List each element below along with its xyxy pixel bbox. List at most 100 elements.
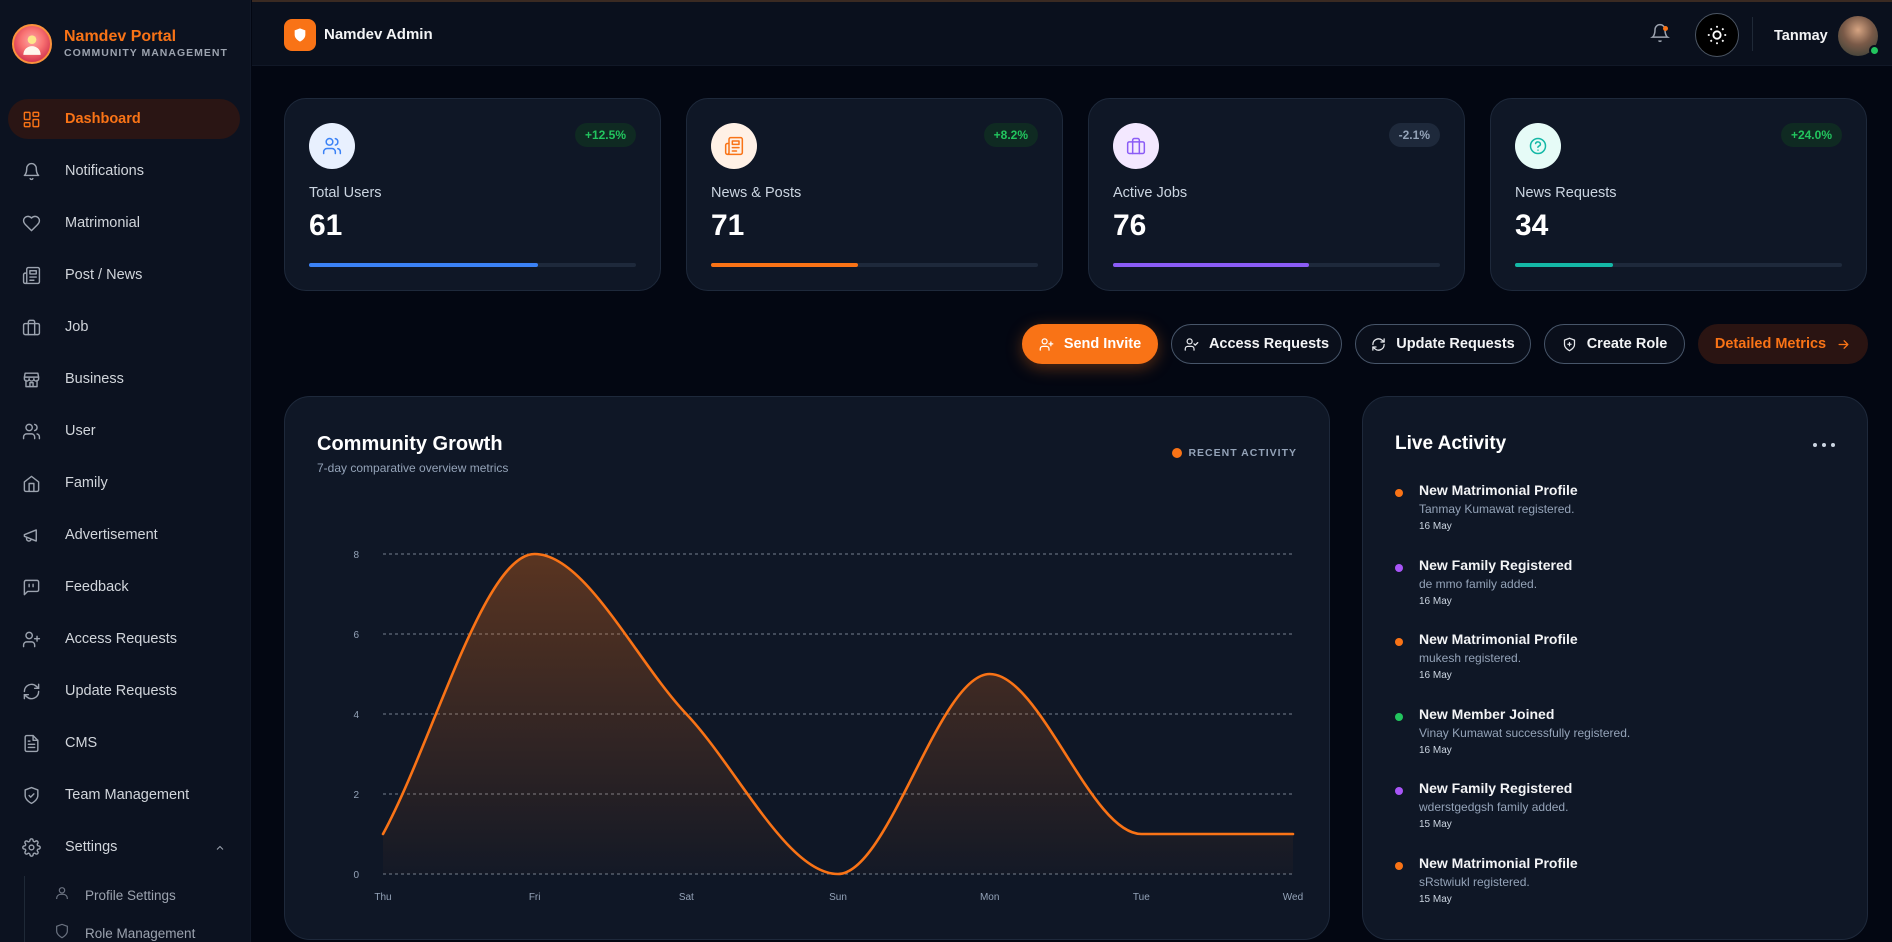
sidebar-item-matrimonial[interactable]: Matrimonial	[8, 203, 240, 243]
community-growth-panel: Community Growth 7-day comparative overv…	[284, 396, 1330, 940]
refresh-icon	[21, 681, 41, 701]
growth-chart: 0 2 4 6 8 Thu Fri Sat Sun Mon Tue Wed	[353, 550, 1303, 903]
file-text-icon	[21, 733, 41, 753]
bell-icon	[1650, 23, 1670, 43]
help-circle-icon	[1515, 123, 1561, 169]
notifications-bell-button[interactable]	[1650, 23, 1674, 47]
sidebar-item-feedback[interactable]: Feedback	[8, 567, 240, 607]
create-role-label: Create Role	[1586, 336, 1668, 352]
settings-subnav: Profile Settings Role Management	[24, 876, 244, 942]
progress-track	[1515, 263, 1842, 267]
sidebar-item-label: CMS	[65, 735, 98, 751]
activity-title-text: New Family Registered	[1419, 780, 1573, 796]
detailed-metrics-button[interactable]: Detailed Metrics	[1698, 324, 1868, 364]
activity-time: 15 May	[1419, 893, 1452, 905]
stat-card-total-users[interactable]: +12.5% Total Users 61	[284, 98, 661, 291]
newspaper-icon	[21, 265, 41, 285]
sidebar: Namdev Portal COMMUNITY MANAGEMENT Dashb…	[0, 0, 251, 942]
theme-toggle-button[interactable]	[1695, 13, 1739, 57]
activity-description: mukesh registered.	[1419, 651, 1522, 665]
sun-icon	[1707, 25, 1727, 45]
sidebar-item-label: Feedback	[65, 579, 129, 595]
megaphone-icon	[21, 525, 41, 545]
activity-item[interactable]: New Family Registered wderstgedgsh famil…	[1395, 779, 1835, 854]
sidebar-item-post-news[interactable]: Post / News	[8, 255, 240, 295]
series-line	[381, 552, 1295, 876]
stat-card-news-posts[interactable]: +8.2% News & Posts 71	[686, 98, 1063, 291]
activity-description: Tanmay Kumawat registered.	[1419, 502, 1575, 516]
stat-value: 34	[1515, 209, 1549, 242]
x-tick-label: Sun	[829, 892, 847, 903]
user-name[interactable]: Tanmay	[1774, 28, 1828, 44]
briefcase-icon	[1113, 123, 1159, 169]
progress-track	[1113, 263, 1440, 267]
stat-card-news-requests[interactable]: +24.0% News Requests 34	[1490, 98, 1867, 291]
update-requests-button[interactable]: Update Requests	[1355, 324, 1531, 364]
sidebar-item-job[interactable]: Job	[8, 307, 240, 347]
activity-description: wderstgedgsh family added.	[1419, 800, 1569, 814]
activity-item[interactable]: New Family Registered de mmo family adde…	[1395, 556, 1835, 631]
sidebar-item-update-requests[interactable]: Update Requests	[8, 671, 240, 711]
send-invite-button[interactable]: Send Invite	[1022, 324, 1158, 364]
activity-description: de mmo family added.	[1419, 576, 1538, 591]
legend-dot	[1172, 448, 1183, 458]
notification-dot	[1663, 26, 1668, 31]
activity-time: 16 May	[1419, 744, 1452, 756]
progress-fill	[1113, 263, 1310, 267]
user-check-icon	[1184, 337, 1199, 351]
sidebar-item-advertisement[interactable]: Advertisement	[8, 515, 240, 555]
activity-item[interactable]: New Matrimonial Profile mukesh registere…	[1395, 630, 1835, 705]
activity-title-text: New Matrimonial Profile	[1419, 631, 1578, 647]
online-status-dot	[1869, 45, 1880, 56]
stat-card-active-jobs[interactable]: -2.1% Active Jobs 76	[1088, 98, 1465, 291]
sidebar-item-notifications[interactable]: Notifications	[8, 151, 240, 191]
top-header: Namdev Admin Tanmay	[252, 0, 1892, 66]
progress-fill	[711, 263, 859, 267]
dashboard-icon	[21, 109, 41, 129]
activity-dot	[1395, 787, 1403, 795]
x-tick-label: Thu	[374, 892, 391, 903]
sidebar-item-label: Settings	[65, 839, 118, 855]
sidebar-item-label: Post / News	[65, 267, 143, 283]
access-requests-button[interactable]: Access Requests	[1171, 324, 1342, 364]
trend-badge: -2.1%	[1388, 123, 1440, 147]
brand[interactable]: Namdev Portal COMMUNITY MANAGEMENT	[12, 24, 228, 64]
sidebar-subitem-profile-settings[interactable]: Profile Settings	[25, 876, 244, 914]
header-divider	[1752, 17, 1753, 51]
sidebar-item-label: User	[65, 423, 96, 439]
avatar[interactable]	[1838, 16, 1880, 56]
sidebar-item-user[interactable]: User	[8, 411, 240, 451]
sidebar-item-team-management[interactable]: Team Management	[8, 775, 240, 815]
activity-item[interactable]: New Matrimonial Profile Tanmay Kumawat r…	[1395, 481, 1835, 556]
brand-subtitle: COMMUNITY MANAGEMENT	[64, 47, 228, 59]
y-tick-label: 4	[353, 710, 359, 721]
user-plus-icon	[1039, 337, 1054, 351]
sidebar-item-dashboard[interactable]: Dashboard	[8, 99, 240, 139]
create-role-button[interactable]: Create Role	[1544, 324, 1685, 364]
sidebar-item-access-requests[interactable]: Access Requests	[8, 619, 240, 659]
chart-subtitle: 7-day comparative overview metrics	[317, 461, 509, 475]
sidebar-item-settings[interactable]: Settings	[8, 827, 240, 867]
sidebar-item-business[interactable]: Business	[8, 359, 240, 399]
activity-item[interactable]: New Member Joined Vinay Kumawat successf…	[1395, 705, 1835, 780]
bell-icon	[21, 161, 41, 181]
progress-track	[711, 263, 1038, 267]
sidebar-subitem-role-management[interactable]: Role Management	[25, 914, 244, 942]
user-plus-icon	[21, 629, 41, 649]
activity-title-text: New Family Registered	[1419, 556, 1573, 573]
home-icon	[21, 473, 41, 493]
stat-label: News & Posts	[711, 185, 802, 201]
stat-value: 71	[711, 209, 745, 242]
more-options-button[interactable]	[1813, 437, 1835, 453]
shield-check-icon	[21, 785, 41, 805]
activity-time: 16 May	[1419, 521, 1452, 532]
activity-item[interactable]: New Matrimonial Profile sRstwiukl regist…	[1395, 854, 1835, 929]
live-activity-panel: Live Activity New Matrimonial Profile Ta…	[1362, 396, 1868, 940]
heart-icon	[21, 213, 41, 233]
legend-label: RECENT ACTIVITY	[1188, 447, 1297, 459]
sidebar-item-family[interactable]: Family	[8, 463, 240, 503]
sidebar-item-cms[interactable]: CMS	[8, 723, 240, 763]
activity-title: Live Activity	[1395, 433, 1507, 454]
sidebar-item-label: Dashboard	[65, 111, 141, 127]
sidebar-item-label: Access Requests	[65, 631, 178, 647]
